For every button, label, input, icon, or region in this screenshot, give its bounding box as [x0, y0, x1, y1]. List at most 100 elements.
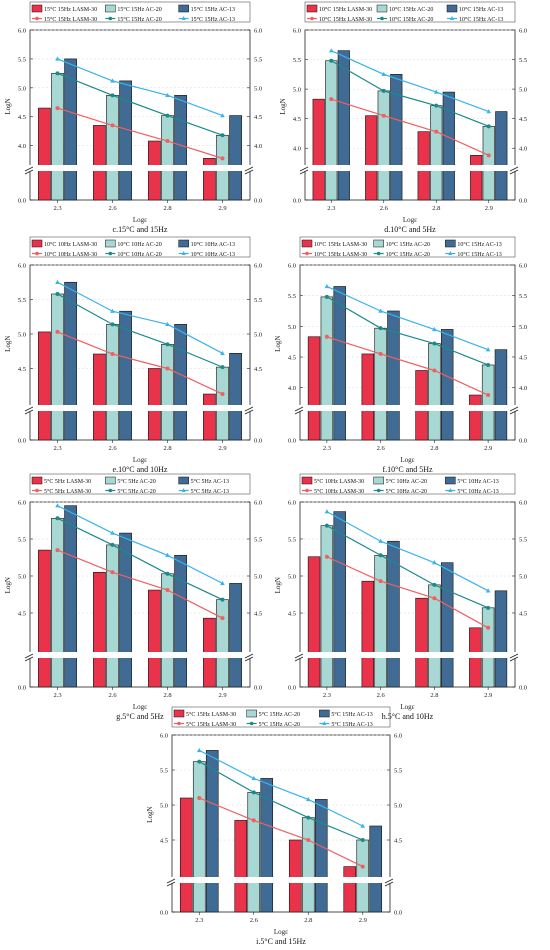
- legend-swatch-bar: [445, 239, 456, 248]
- axis-break-mark: [509, 656, 519, 662]
- line-5-c-5hz-lasm-30: [57, 549, 223, 619]
- legend-label-bar: 15°C 15Hz AC-13: [191, 6, 235, 13]
- legend-marker: [35, 488, 39, 493]
- y-tick-label-right: 5.5: [519, 57, 527, 64]
- legend-label-line: 10°C 15Hz LASM-30: [319, 16, 372, 23]
- legend-marker: [35, 251, 39, 256]
- legend-swatch-bar: [301, 476, 313, 485]
- y-tick-label-right: 6.0: [519, 263, 527, 270]
- y-tick-label-right: 4.5: [254, 611, 262, 618]
- y-tick-label-left: 6.0: [288, 500, 296, 507]
- legend-marker: [448, 251, 453, 255]
- line-marker-dot: [324, 294, 329, 299]
- bar-5-c-5hz-ac-13: [119, 532, 132, 688]
- axis-break-band: [26, 165, 254, 171]
- y-tick-label-right: 5.0: [254, 332, 262, 339]
- y-tick-label-left: 5.5: [18, 56, 26, 63]
- y-tick-label-right: 4.5: [394, 838, 402, 845]
- bar-5-c-15hz-lasm-30: [179, 797, 193, 913]
- legend-label-line: 15°C 15Hz LASM-30: [44, 16, 97, 23]
- x-tick-label: 2.3: [195, 917, 203, 924]
- line-5-c-5hz-ac-20: [57, 517, 223, 601]
- y-tick-label-right: 5.5: [519, 293, 527, 300]
- chart-panel-7: 2.3 2.6 2.8 2.9 0.0 4.5 5.0 5.5 6.0 0.0 4.5 5.0 5.5 6…: [146, 706, 402, 946]
- y-axis-label: LogN: [4, 577, 12, 593]
- axis-break-mark: [299, 169, 309, 175]
- legend-label-bar: 10°C 15Hz AC-20: [389, 6, 433, 13]
- y-tick-label-right: 5.0: [254, 85, 262, 92]
- y-tick-label-right: 4.0: [519, 146, 527, 153]
- legend-marker: [108, 488, 113, 493]
- y-tick-label-right: 4.5: [254, 114, 262, 121]
- line-10-c-15hz-ac-13: [326, 285, 489, 351]
- line-marker-circle: [110, 570, 115, 575]
- bar-5-c-5hz-lasm-30: [148, 589, 161, 688]
- legend-marker: [108, 251, 113, 256]
- x-tick-label: 2.9: [218, 692, 226, 699]
- line-10-c-15hz-lasm-30: [331, 98, 489, 156]
- line-5-c-15hz-lasm-30: [199, 797, 364, 868]
- legend-label-line: 15°C 15Hz AC-13: [191, 16, 235, 23]
- bar-10-c-15hz-ac-20: [481, 364, 495, 441]
- bar-10-c-15hz-ac-20: [374, 327, 387, 441]
- legend-label-line: 15°C 15Hz AC-20: [117, 16, 161, 23]
- y-tick-label-right: 5.5: [519, 537, 527, 544]
- line-10-c-15hz-ac-20: [326, 296, 489, 366]
- line-15-c-15hz-lasm-30: [57, 107, 223, 159]
- bar-10-c-10hz-lasm-30: [38, 331, 51, 441]
- line-marker-triangle: [251, 775, 257, 781]
- x-tick-label: 2.6: [377, 445, 386, 452]
- x-tick-label: 2.6: [380, 205, 389, 212]
- y-tick-label-right: 4.5: [254, 366, 262, 373]
- axis-break-mark: [294, 653, 304, 659]
- y-axis-label: LogN: [4, 98, 12, 114]
- y-tick-label-right: 6.0: [394, 733, 402, 740]
- y-tick-label-left: 5.5: [288, 537, 296, 544]
- line-marker-circle: [378, 579, 383, 584]
- legend-swatch-bar: [319, 709, 330, 718]
- line-marker-dot: [486, 124, 491, 129]
- legend-label-bar: 5°C 5Hz AC-20: [117, 478, 155, 485]
- line-marker-triangle: [55, 503, 60, 508]
- line-marker-circle: [55, 329, 60, 334]
- legend-swatch-bar: [301, 239, 313, 248]
- line-marker-dot: [220, 597, 225, 602]
- x-axis-label: Logε: [274, 928, 288, 936]
- line-marker-dot: [197, 759, 202, 764]
- bar-10-c-10hz-lasm-30: [93, 353, 106, 441]
- line-marker-dot: [329, 58, 334, 63]
- bar-10-c-10hz-ac-13: [229, 353, 242, 441]
- y-tick-label-left: 5.0: [18, 574, 26, 581]
- legend-marker: [177, 721, 181, 726]
- bar-5-c-15hz-ac-20: [247, 792, 261, 913]
- legend-marker: [448, 488, 453, 492]
- line-marker-dot: [110, 322, 115, 327]
- bar-10-c-15hz-ac-13: [494, 349, 508, 441]
- line-marker-triangle: [324, 509, 330, 514]
- line-marker-circle: [165, 139, 170, 144]
- chart-panel-6: 2.3 2.6 2.8 2.9 0.0 4.5 5.0 5.5 6.0 0.0 4.5 5.0 5.5 6…: [274, 473, 527, 721]
- bar-5-c-15hz-ac-13: [260, 778, 274, 913]
- line-marker-dot: [378, 326, 383, 331]
- line-marker-triangle: [381, 71, 387, 77]
- plot-frame: [299, 501, 516, 688]
- y-tick-label-left: 4.0: [288, 385, 296, 392]
- y-tick-label-right: 5.0: [519, 87, 527, 94]
- line-marker-triangle: [432, 326, 437, 332]
- bar-5-c-5hz-ac-13: [174, 554, 187, 688]
- x-tick-label: 2.9: [218, 445, 226, 452]
- y-tick-label-right: 0.0: [394, 910, 402, 917]
- line-marker-dot: [324, 523, 329, 528]
- line-marker-circle: [486, 625, 491, 630]
- bar-10-c-15hz-lasm-30: [361, 353, 375, 441]
- bar-10-c-10hz-lasm-30: [203, 393, 216, 441]
- legend-swatch-bar: [105, 476, 116, 485]
- y-tick-label-left: 0.0: [18, 198, 26, 205]
- bar-15-c-15hz-ac-13: [64, 58, 77, 201]
- y-tick-label-right: 4.5: [519, 116, 527, 123]
- legend-marker: [35, 16, 39, 21]
- legend-label-bar: 10°C 15Hz LASM-30: [319, 6, 372, 13]
- line-marker-circle: [378, 351, 383, 356]
- line-marker-circle: [324, 554, 329, 559]
- x-tick-label: 2.8: [163, 445, 171, 452]
